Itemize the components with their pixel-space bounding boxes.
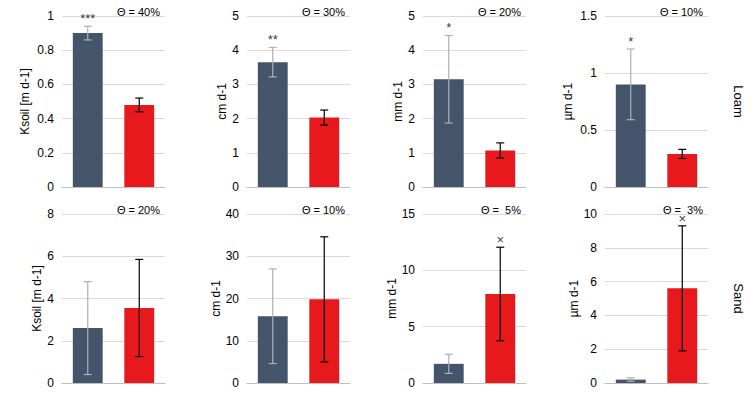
- svg-text:6: 6: [590, 275, 597, 289]
- svg-text:2: 2: [408, 112, 415, 126]
- svg-text:0: 0: [47, 376, 54, 390]
- svg-text:cm d-1: cm d-1: [209, 280, 223, 317]
- svg-text:20: 20: [226, 292, 240, 306]
- svg-text:***: ***: [80, 11, 95, 26]
- svg-text:2: 2: [47, 334, 54, 348]
- svg-text:mm d-1: mm d-1: [391, 81, 405, 122]
- svg-text:8: 8: [590, 241, 597, 255]
- svg-text:5: 5: [408, 320, 415, 334]
- svg-text:0: 0: [590, 180, 597, 194]
- svg-text:3: 3: [408, 77, 415, 91]
- svg-text:30: 30: [226, 249, 240, 263]
- svg-text:Loam: Loam: [731, 85, 746, 118]
- svg-text:0.8: 0.8: [37, 43, 54, 57]
- svg-text:5: 5: [408, 9, 415, 23]
- svg-text:0: 0: [590, 376, 597, 390]
- svg-text:40: 40: [226, 207, 240, 221]
- svg-text:4: 4: [232, 43, 239, 57]
- svg-text:0.5: 0.5: [580, 123, 597, 137]
- svg-text:0: 0: [232, 376, 239, 390]
- svg-text:Ksoil [m d-1]: Ksoil [m d-1]: [30, 265, 44, 332]
- svg-text:0: 0: [232, 180, 239, 194]
- svg-text:Θ = 40%: Θ = 40%: [117, 6, 160, 18]
- svg-text:2: 2: [590, 342, 597, 356]
- svg-text:×: ×: [496, 232, 504, 247]
- svg-text:**: **: [268, 32, 278, 47]
- svg-text:0: 0: [408, 180, 415, 194]
- svg-text:0.2: 0.2: [37, 146, 54, 160]
- svg-text:4: 4: [408, 43, 415, 57]
- svg-text:0.6: 0.6: [37, 77, 54, 91]
- svg-text:Θ = 3%: Θ = 3%: [663, 203, 703, 216]
- svg-text:5: 5: [232, 9, 239, 23]
- svg-text:µm d-1: µm d-1: [567, 279, 581, 317]
- svg-text:6: 6: [47, 249, 54, 263]
- svg-text:4: 4: [590, 308, 597, 322]
- svg-text:0: 0: [408, 376, 415, 390]
- svg-text:Θ = 10%: Θ = 10%: [660, 6, 703, 18]
- svg-text:10: 10: [226, 334, 240, 348]
- svg-text:Θ = 20%: Θ = 20%: [478, 6, 521, 18]
- svg-text:Θ = 10%: Θ = 10%: [302, 204, 345, 216]
- svg-text:*: *: [446, 20, 451, 35]
- svg-text:2: 2: [232, 112, 239, 126]
- svg-text:*: *: [628, 34, 633, 49]
- svg-text:1: 1: [47, 9, 54, 23]
- svg-text:8: 8: [47, 207, 54, 221]
- svg-text:µm d-1: µm d-1: [561, 82, 575, 120]
- svg-text:0.4: 0.4: [37, 112, 54, 126]
- svg-text:Θ = 30%: Θ = 30%: [302, 6, 345, 18]
- svg-text:15: 15: [402, 207, 416, 221]
- svg-text:Ksoil [m d-1]: Ksoil [m d-1]: [18, 68, 32, 135]
- svg-text:Sand: Sand: [731, 283, 746, 313]
- svg-text:1.5: 1.5: [580, 9, 597, 23]
- svg-text:10: 10: [402, 263, 416, 277]
- svg-text:10: 10: [584, 207, 598, 221]
- svg-text:4: 4: [47, 292, 54, 306]
- svg-text:×: ×: [678, 211, 686, 226]
- svg-text:1: 1: [408, 146, 415, 160]
- svg-text:cm d-1: cm d-1: [215, 83, 229, 120]
- svg-text:3: 3: [232, 77, 239, 91]
- svg-text:1: 1: [232, 146, 239, 160]
- svg-text:mm d-1: mm d-1: [385, 278, 399, 319]
- svg-text:Θ = 20%: Θ = 20%: [117, 204, 160, 216]
- svg-text:1: 1: [590, 66, 597, 80]
- svg-text:0: 0: [47, 180, 54, 194]
- svg-text:Θ = 5%: Θ = 5%: [481, 204, 521, 216]
